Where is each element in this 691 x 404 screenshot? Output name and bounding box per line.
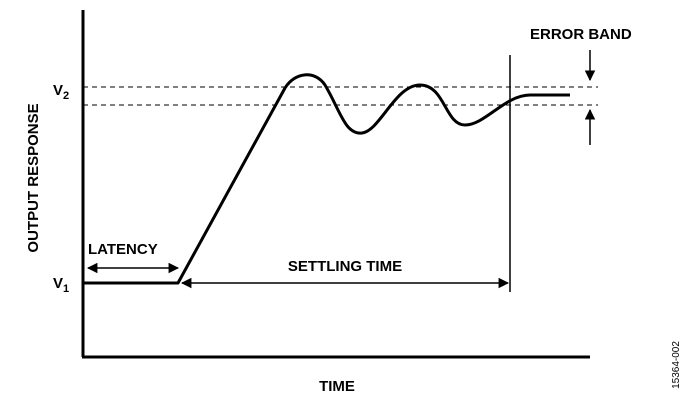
latency-label: LATENCY bbox=[88, 241, 158, 258]
settling-time-label: SETTLING TIME bbox=[288, 258, 402, 275]
v1-sub: 1 bbox=[63, 283, 69, 295]
x-axis-label: TIME bbox=[319, 378, 355, 395]
v2-sub: 2 bbox=[63, 90, 69, 102]
v1-label: V1 bbox=[53, 275, 69, 295]
figure-id: 15364-002 bbox=[671, 341, 682, 389]
y-axis-label: OUTPUT RESPONSE bbox=[25, 103, 42, 252]
response-curve bbox=[83, 73, 570, 285]
v2-letter: V bbox=[53, 82, 63, 99]
v1-letter: V bbox=[53, 275, 63, 292]
v2-label: V2 bbox=[53, 82, 69, 102]
error-band-label: ERROR BAND bbox=[530, 26, 632, 43]
